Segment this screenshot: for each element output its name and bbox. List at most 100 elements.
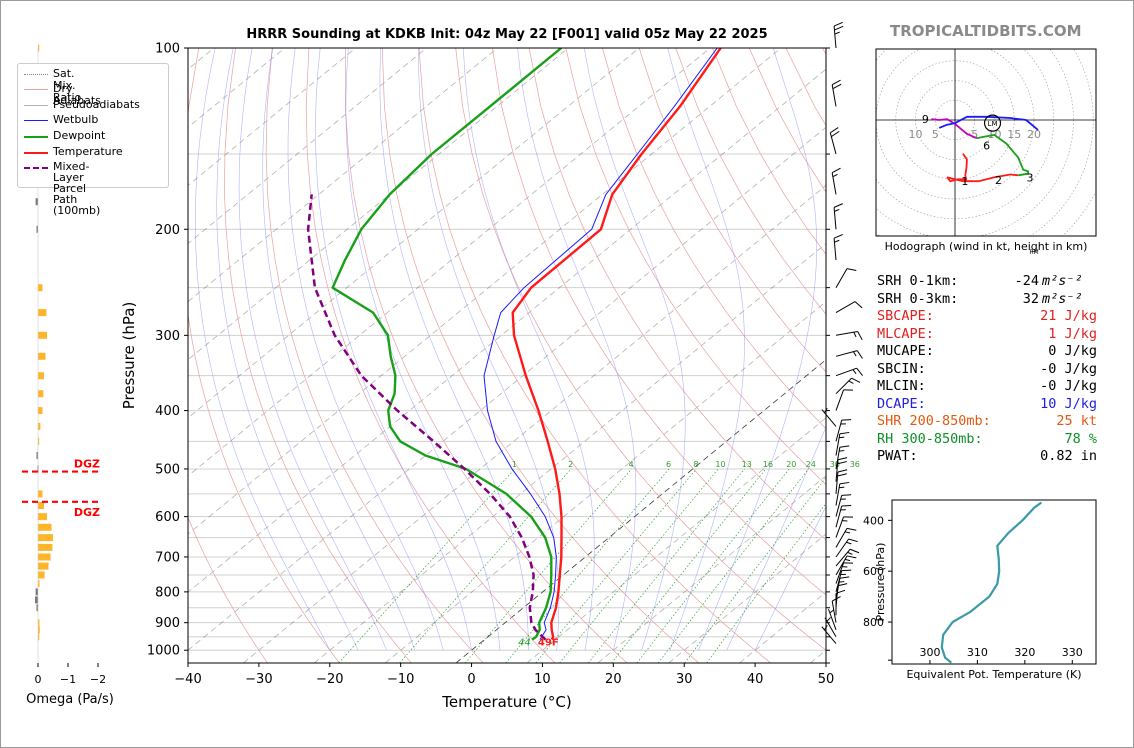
thetae-xtick-label: 310: [967, 646, 988, 659]
stats-table: SRH 0-1km: -24 m²s⁻² SRH 0-3km: 32 m²s⁻² SBC…: [877, 273, 1097, 466]
omega-bar: [38, 422, 41, 430]
pseudoadiabat: [726, 426, 826, 651]
barb-half: [852, 369, 857, 375]
barb-flag: [839, 445, 850, 448]
y-tick-label: 700: [155, 550, 180, 565]
mixing-ratio-label: 36: [850, 460, 860, 469]
isotherm: [668, 533, 826, 663]
wind-barb: [835, 527, 857, 548]
hodo-segment: [976, 134, 1029, 177]
barb-half: [839, 450, 845, 452]
barb-flag: [834, 25, 844, 31]
isotherm: [526, 417, 826, 663]
stat-unit: m²s⁻²: [1042, 273, 1083, 289]
x-tick-label: −20: [316, 672, 343, 687]
barb-flag: [831, 167, 841, 174]
omega-bar: [38, 437, 40, 445]
legend-label: Dewpoint: [53, 129, 106, 142]
pseudoadiabat: [754, 505, 826, 651]
omega-bar: [38, 571, 45, 579]
stat-row: RH 300-850mb: 78 %: [877, 431, 1097, 449]
barb-half: [846, 541, 852, 545]
dry-adiabat: [381, 48, 700, 663]
y-tick-label: 100: [155, 42, 180, 57]
barb-half: [842, 520, 848, 522]
stat-value: -0 J/kg: [1040, 360, 1097, 377]
barb-flag: [833, 21, 843, 27]
stat-label: PWAT:: [877, 448, 918, 464]
y-tick-label: 500: [155, 462, 180, 477]
wind-barb: [835, 555, 857, 576]
wind-barb: [835, 469, 848, 494]
barb-half: [844, 531, 851, 534]
isotherm: [188, 48, 711, 477]
barb-half: [834, 31, 840, 35]
mixing-ratio-label: 20: [786, 460, 796, 469]
wind-barb: [835, 330, 863, 341]
surface-dewpoint-label: 44: [518, 638, 531, 649]
dry-adiabat: [188, 48, 340, 663]
thetae-line: [940, 501, 1043, 664]
x-tick-label: 10: [534, 672, 551, 687]
barb-staff: [835, 301, 856, 314]
omega-bar: [38, 390, 44, 398]
dgz-label: DGZ: [74, 458, 100, 471]
stat-value: -24: [1014, 273, 1039, 289]
barb-flag: [837, 473, 847, 477]
barb-flag: [846, 268, 857, 272]
stat-row: SRH 0-3km: 32 m²s⁻²: [877, 291, 1097, 309]
wind-barb: [835, 431, 850, 456]
wind-barb: [835, 268, 857, 288]
mixing-ratio-line: [636, 468, 790, 663]
barb-staff: [835, 268, 848, 288]
stat-value: 78 %: [1064, 430, 1097, 447]
mixing-ratio-label: 6: [666, 460, 671, 469]
mixing-ratio-line: [559, 468, 719, 663]
mixing-ratio-label: 13: [742, 460, 752, 469]
barb-staff: [835, 377, 852, 395]
x-tick-label: 40: [747, 672, 764, 687]
dry-adiabat: [528, 48, 826, 541]
barb-half: [824, 407, 828, 413]
brand-watermark: TROPICALTIDBITS.COM: [890, 22, 1082, 40]
stat-label: DCAPE:: [877, 395, 926, 412]
dry-adiabat: [602, 48, 826, 430]
barb-half: [829, 609, 835, 614]
x-tick-label: 0: [467, 672, 475, 687]
legend-label: Sat. Mix. Ratio: [53, 67, 82, 104]
stat-row: SRH 0-1km: -24 m²s⁻²: [877, 273, 1097, 291]
stat-row: SHR 200-850mb: 25 kt: [877, 413, 1097, 431]
omega-bar: [38, 44, 40, 52]
barb-flag: [837, 583, 848, 587]
legend-swatch-temperature: [24, 152, 48, 154]
omega-bar: [38, 626, 40, 634]
barb-half: [832, 173, 838, 178]
barb-staff: [835, 516, 844, 538]
barb-flag: [839, 481, 850, 485]
wind-barb: [821, 407, 837, 427]
barb-half: [853, 331, 857, 338]
barb-flag: [843, 389, 854, 391]
omega-bar: [35, 596, 38, 604]
thetae-ytick-label: 400: [863, 514, 884, 527]
omega-bar: [36, 452, 38, 459]
barb-flag: [841, 504, 852, 507]
y-tick-label: 300: [155, 329, 180, 344]
thetae-frame: [891, 499, 1097, 665]
pseudoadiabat: [287, 48, 444, 651]
y-tick-label: 200: [155, 223, 180, 238]
barb-flag: [831, 596, 841, 602]
x-tick-label: 50: [818, 672, 835, 687]
y-tick-label: 800: [155, 585, 180, 600]
pseudoadiabat: [583, 48, 686, 651]
mixing-ratio-line: [338, 468, 516, 663]
omega-bar: [38, 502, 44, 509]
hodo-segment: [946, 153, 968, 183]
thetae-xtick-label: 330: [1062, 646, 1083, 659]
stat-row: SBCAPE: 21 J/kg: [877, 308, 1097, 326]
stat-unit: m²s⁻²: [1042, 290, 1083, 307]
legend-swatch-pseudo: [24, 105, 48, 106]
omega-bar: [38, 352, 46, 360]
profile-dewpoint: [331, 48, 562, 641]
legend-label: Pseudoadiabats: [53, 98, 140, 111]
